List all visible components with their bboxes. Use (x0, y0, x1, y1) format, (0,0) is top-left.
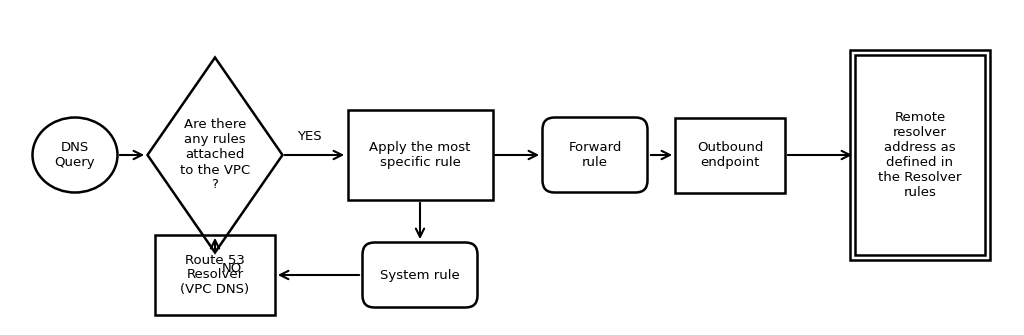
Text: Are there
any rules
attached
to the VPC
?: Are there any rules attached to the VPC … (180, 119, 250, 192)
Text: YES: YES (297, 130, 322, 143)
Bar (855, 55, 985, 255)
Text: Outbound
endpoint: Outbound endpoint (696, 141, 763, 169)
Bar (850, 50, 990, 260)
Text: System rule: System rule (380, 268, 460, 281)
Text: Remote
resolver
address as
defined in
the Resolver
rules: Remote resolver address as defined in th… (879, 111, 962, 199)
Text: DNS
Query: DNS Query (54, 141, 95, 169)
Bar (675, 118, 785, 193)
Bar (347, 110, 493, 200)
Text: Forward
rule: Forward rule (568, 141, 622, 169)
Text: Route 53
Resolver
(VPC DNS): Route 53 Resolver (VPC DNS) (180, 254, 250, 296)
Text: NO: NO (222, 262, 243, 275)
Bar (155, 235, 275, 315)
Text: Apply the most
specific rule: Apply the most specific rule (370, 141, 471, 169)
